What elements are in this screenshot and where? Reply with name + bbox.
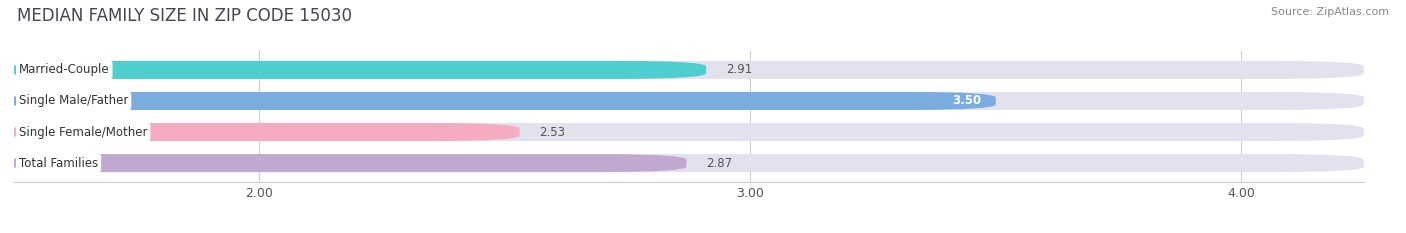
Text: 2.91: 2.91 (725, 63, 752, 76)
FancyBboxPatch shape (14, 154, 1364, 172)
FancyBboxPatch shape (14, 123, 520, 141)
Text: MEDIAN FAMILY SIZE IN ZIP CODE 15030: MEDIAN FAMILY SIZE IN ZIP CODE 15030 (17, 7, 352, 25)
Text: Married-Couple: Married-Couple (18, 63, 110, 76)
FancyBboxPatch shape (14, 61, 706, 79)
FancyBboxPatch shape (14, 92, 995, 110)
Text: 2.87: 2.87 (706, 157, 733, 170)
FancyBboxPatch shape (14, 154, 686, 172)
Text: 2.53: 2.53 (540, 126, 565, 139)
FancyBboxPatch shape (14, 92, 1364, 110)
Text: Source: ZipAtlas.com: Source: ZipAtlas.com (1271, 7, 1389, 17)
Text: 3.50: 3.50 (952, 94, 981, 107)
FancyBboxPatch shape (14, 123, 1364, 141)
FancyBboxPatch shape (14, 61, 1364, 79)
Text: Total Families: Total Families (18, 157, 98, 170)
Text: Single Female/Mother: Single Female/Mother (18, 126, 148, 139)
Text: Single Male/Father: Single Male/Father (18, 94, 128, 107)
